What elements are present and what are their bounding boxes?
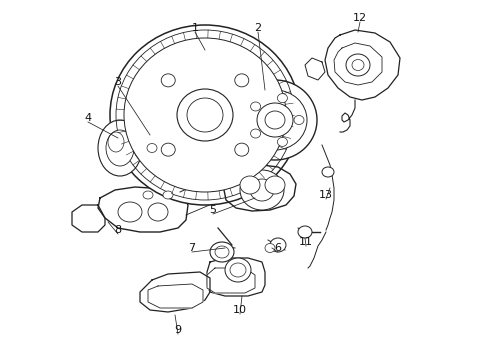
Polygon shape: [72, 205, 105, 232]
Ellipse shape: [233, 80, 317, 160]
Ellipse shape: [98, 120, 142, 176]
Text: 8: 8: [115, 225, 122, 235]
Polygon shape: [148, 284, 203, 308]
Ellipse shape: [161, 74, 175, 87]
Ellipse shape: [243, 90, 307, 150]
Ellipse shape: [250, 102, 261, 111]
Polygon shape: [224, 165, 296, 211]
Ellipse shape: [142, 139, 162, 157]
Ellipse shape: [134, 132, 170, 164]
Text: 3: 3: [115, 77, 122, 87]
Ellipse shape: [270, 238, 286, 252]
Ellipse shape: [294, 116, 304, 125]
Text: 11: 11: [299, 237, 313, 247]
Polygon shape: [140, 272, 210, 312]
Text: 2: 2: [254, 23, 262, 33]
Ellipse shape: [143, 191, 153, 199]
Ellipse shape: [235, 74, 249, 87]
Polygon shape: [98, 187, 188, 232]
Ellipse shape: [298, 226, 312, 238]
Polygon shape: [207, 258, 265, 296]
Ellipse shape: [265, 243, 275, 252]
Ellipse shape: [187, 98, 223, 132]
Ellipse shape: [147, 144, 157, 153]
Ellipse shape: [230, 263, 246, 277]
Ellipse shape: [322, 167, 334, 177]
Ellipse shape: [277, 94, 288, 103]
Ellipse shape: [240, 176, 260, 194]
Ellipse shape: [265, 111, 285, 129]
Text: 5: 5: [210, 205, 217, 215]
Ellipse shape: [352, 59, 364, 71]
Ellipse shape: [250, 129, 261, 138]
Polygon shape: [334, 43, 382, 85]
Ellipse shape: [110, 25, 300, 205]
Text: 7: 7: [189, 243, 196, 253]
Ellipse shape: [177, 89, 233, 141]
Ellipse shape: [210, 242, 234, 262]
Ellipse shape: [250, 179, 274, 201]
Ellipse shape: [265, 176, 285, 194]
Ellipse shape: [118, 202, 142, 222]
Text: 4: 4: [84, 113, 92, 123]
Text: 10: 10: [233, 305, 247, 315]
Ellipse shape: [215, 246, 229, 258]
Polygon shape: [207, 268, 255, 293]
Ellipse shape: [161, 143, 175, 156]
Ellipse shape: [163, 191, 173, 199]
Ellipse shape: [235, 143, 249, 156]
Text: 13: 13: [319, 190, 333, 200]
Ellipse shape: [346, 54, 370, 76]
Polygon shape: [325, 30, 400, 100]
Ellipse shape: [124, 38, 286, 192]
Polygon shape: [305, 58, 325, 80]
Text: 9: 9: [174, 325, 182, 335]
Text: 6: 6: [274, 243, 281, 253]
Text: 12: 12: [353, 13, 367, 23]
Ellipse shape: [225, 258, 251, 282]
Ellipse shape: [106, 130, 134, 166]
Ellipse shape: [257, 103, 293, 137]
Ellipse shape: [240, 170, 284, 210]
Ellipse shape: [148, 203, 168, 221]
Ellipse shape: [277, 138, 288, 147]
Text: 1: 1: [192, 23, 198, 33]
